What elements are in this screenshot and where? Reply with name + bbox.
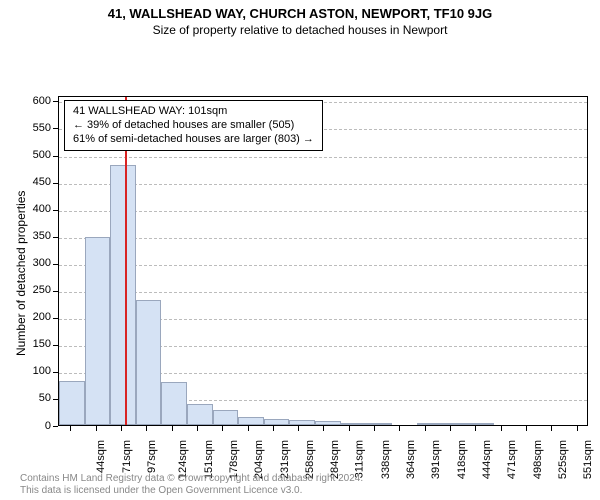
- gridline: [59, 292, 587, 293]
- histogram-bar: [238, 417, 264, 425]
- y-tick-label: 500: [21, 149, 51, 161]
- histogram-bar: [110, 165, 136, 425]
- y-tick-mark: [53, 101, 58, 102]
- histogram-bar: [161, 382, 187, 425]
- x-tick-label: 498sqm: [532, 440, 544, 479]
- x-tick-mark: [222, 426, 223, 431]
- histogram-bar: [264, 419, 290, 425]
- histogram-bar: [417, 423, 443, 425]
- gridline: [59, 265, 587, 266]
- y-tick-mark: [53, 183, 58, 184]
- x-tick-mark: [121, 426, 122, 431]
- x-tick-mark: [197, 426, 198, 431]
- y-tick-mark: [53, 128, 58, 129]
- y-tick-label: 50: [21, 392, 51, 404]
- x-tick-label: 525sqm: [558, 440, 570, 479]
- x-tick-mark: [399, 426, 400, 431]
- x-tick-mark: [374, 426, 375, 431]
- x-tick-mark: [172, 426, 173, 431]
- x-tick-label: 418sqm: [456, 440, 468, 479]
- x-tick-mark: [96, 426, 97, 431]
- y-tick-mark: [53, 426, 58, 427]
- y-tick-mark: [53, 237, 58, 238]
- y-tick-mark: [53, 210, 58, 211]
- y-tick-mark: [53, 318, 58, 319]
- y-tick-label: 450: [21, 176, 51, 188]
- histogram-bar: [59, 381, 85, 425]
- x-tick-label: 471sqm: [506, 440, 518, 479]
- y-tick-mark: [53, 399, 58, 400]
- inset-annotation: 41 WALLSHEAD WAY: 101sqm ← 39% of detach…: [64, 100, 323, 151]
- histogram-bar: [213, 410, 239, 425]
- x-tick-mark: [526, 426, 527, 431]
- y-axis-label: Number of detached properties: [14, 191, 28, 356]
- x-tick-mark: [425, 426, 426, 431]
- histogram-bar: [469, 423, 495, 425]
- x-tick-mark: [551, 426, 552, 431]
- x-tick-label: 338sqm: [380, 440, 392, 479]
- y-tick-label: 100: [21, 365, 51, 377]
- x-tick-label: 71sqm: [121, 440, 133, 473]
- x-tick-mark: [146, 426, 147, 431]
- x-tick-mark: [70, 426, 71, 431]
- x-tick-label: 444sqm: [481, 440, 493, 479]
- x-tick-mark: [248, 426, 249, 431]
- y-tick-label: 300: [21, 257, 51, 269]
- x-tick-mark: [323, 426, 324, 431]
- x-tick-label: 44sqm: [95, 440, 107, 473]
- copyright-footer: Contains HM Land Registry data © Crown c…: [20, 473, 363, 496]
- x-tick-label: 391sqm: [430, 440, 442, 479]
- y-tick-label: 600: [21, 95, 51, 107]
- copyright-line1: Contains HM Land Registry data © Crown c…: [20, 473, 363, 485]
- histogram-bar: [443, 423, 469, 425]
- y-tick-label: 250: [21, 284, 51, 296]
- y-tick-mark: [53, 291, 58, 292]
- x-tick-mark: [273, 426, 274, 431]
- histogram-bar: [289, 420, 315, 425]
- x-tick-mark: [450, 426, 451, 431]
- inset-line1: 41 WALLSHEAD WAY: 101sqm: [73, 105, 314, 119]
- x-tick-mark: [298, 426, 299, 431]
- inset-line3: 61% of semi-detached houses are larger (…: [73, 133, 314, 147]
- x-tick-label: 551sqm: [582, 440, 594, 479]
- y-tick-mark: [53, 345, 58, 346]
- histogram-bar: [85, 237, 111, 425]
- chart-area: Number of detached properties 41 WALLSHE…: [0, 46, 600, 472]
- histogram-bar: [341, 423, 367, 425]
- x-tick-mark: [501, 426, 502, 431]
- y-tick-label: 400: [21, 203, 51, 215]
- histogram-bar: [315, 421, 341, 425]
- histogram-bar: [366, 423, 392, 425]
- y-tick-label: 150: [21, 338, 51, 350]
- gridline: [59, 211, 587, 212]
- subtitle: Size of property relative to detached ho…: [0, 23, 600, 37]
- copyright-line2: This data is licensed under the Open Gov…: [20, 485, 363, 497]
- inset-line2: ← 39% of detached houses are smaller (50…: [73, 119, 314, 133]
- y-tick-label: 200: [21, 311, 51, 323]
- title: 41, WALLSHEAD WAY, CHURCH ASTON, NEWPORT…: [0, 6, 600, 21]
- gridline: [59, 184, 587, 185]
- chart-titles: 41, WALLSHEAD WAY, CHURCH ASTON, NEWPORT…: [0, 0, 600, 46]
- gridline: [59, 157, 587, 158]
- y-tick-label: 550: [21, 122, 51, 134]
- x-tick-label: 97sqm: [146, 440, 158, 473]
- x-tick-mark: [475, 426, 476, 431]
- y-tick-label: 0: [21, 420, 51, 432]
- y-tick-mark: [53, 156, 58, 157]
- histogram-bar: [136, 300, 162, 426]
- y-tick-mark: [53, 372, 58, 373]
- gridline: [59, 238, 587, 239]
- x-tick-mark: [577, 426, 578, 431]
- y-tick-label: 350: [21, 230, 51, 242]
- x-tick-mark: [349, 426, 350, 431]
- histogram-bar: [187, 404, 213, 425]
- x-tick-label: 364sqm: [405, 440, 417, 479]
- y-tick-mark: [53, 264, 58, 265]
